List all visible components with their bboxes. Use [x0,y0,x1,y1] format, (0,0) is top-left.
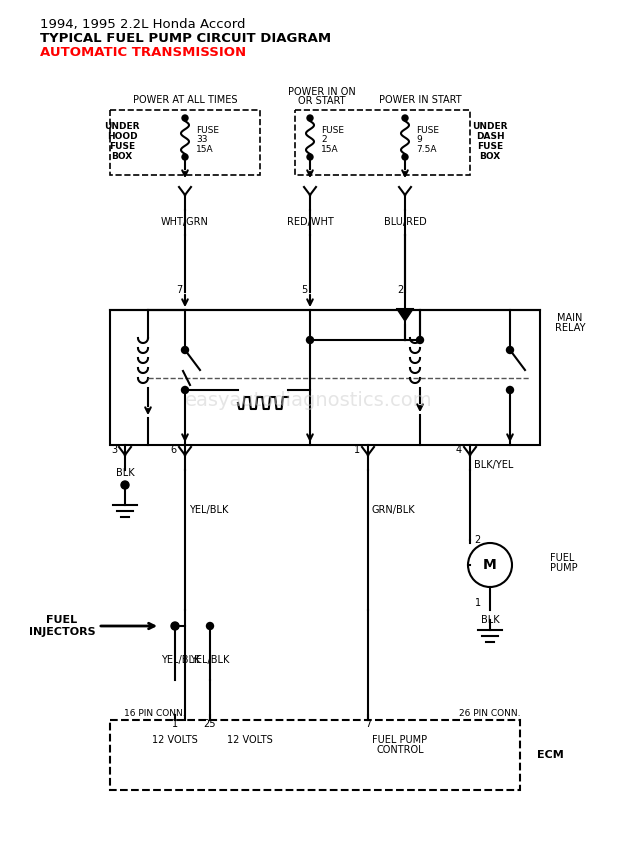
Circle shape [121,481,129,489]
Text: 1: 1 [354,445,360,455]
Text: DASH: DASH [476,132,504,140]
Text: AUTOMATIC TRANSMISSION: AUTOMATIC TRANSMISSION [40,46,246,59]
Circle shape [507,387,514,394]
Circle shape [182,387,188,394]
Text: BLU/RED: BLU/RED [384,217,426,227]
Text: FUEL PUMP: FUEL PUMP [373,735,428,745]
Text: 12 VOLTS: 12 VOLTS [152,735,198,745]
Circle shape [402,154,408,160]
Text: 25: 25 [204,719,216,729]
Text: TYPICAL FUEL PUMP CIRCUIT DIAGRAM: TYPICAL FUEL PUMP CIRCUIT DIAGRAM [40,32,331,45]
Text: 1: 1 [475,598,481,608]
Text: FUSE: FUSE [109,141,135,150]
Text: ECM: ECM [536,750,564,760]
Text: INJECTORS: INJECTORS [28,627,95,637]
Text: BLK: BLK [481,615,499,625]
Text: YEL/BLK: YEL/BLK [161,655,201,665]
Text: UNDER: UNDER [104,122,140,131]
Text: CONTROL: CONTROL [376,745,424,755]
Circle shape [206,622,213,630]
Circle shape [182,115,188,121]
Text: FUEL: FUEL [550,553,574,563]
Circle shape [507,347,514,354]
Circle shape [182,347,188,354]
Text: 7: 7 [176,285,182,295]
Text: PUMP: PUMP [550,563,578,573]
Text: 1: 1 [172,719,178,729]
Text: BLK/YEL: BLK/YEL [474,460,514,470]
Text: FUSE: FUSE [196,126,219,134]
Text: BOX: BOX [111,151,133,161]
Text: 2: 2 [321,134,327,144]
Text: M: M [483,558,497,572]
Text: 16 PIN CONN.: 16 PIN CONN. [124,709,186,717]
Circle shape [402,115,408,121]
Text: POWER AT ALL TIMES: POWER AT ALL TIMES [133,95,237,105]
Text: FUSE: FUSE [321,126,344,134]
Text: GRN/BLK: GRN/BLK [372,505,416,515]
Text: HOOD: HOOD [107,132,137,140]
Text: 2: 2 [474,535,480,545]
Circle shape [307,154,313,160]
Text: BOX: BOX [480,151,501,161]
Circle shape [307,337,313,343]
Text: easyautodiagnostics.com: easyautodiagnostics.com [185,390,433,410]
Circle shape [417,337,423,343]
Text: 15A: 15A [321,144,339,154]
Text: 5: 5 [301,285,307,295]
Text: 2: 2 [398,285,404,295]
Text: 26 PIN CONN.: 26 PIN CONN. [459,709,521,717]
Text: YEL/BLK: YEL/BLK [189,505,229,515]
Text: FUSE: FUSE [416,126,439,134]
Text: WHT/GRN: WHT/GRN [161,217,209,227]
Text: 6: 6 [171,445,177,455]
Circle shape [307,115,313,121]
Text: 7.5A: 7.5A [416,144,436,154]
Text: 15A: 15A [196,144,214,154]
Text: OR START: OR START [298,96,345,106]
Text: FUEL: FUEL [46,615,78,625]
Text: BLK: BLK [116,468,134,478]
Text: 12 VOLTS: 12 VOLTS [227,735,273,745]
Text: 4: 4 [456,445,462,455]
Text: RED/WHT: RED/WHT [287,217,333,227]
Text: YEL/BLK: YEL/BLK [190,655,230,665]
Text: 3: 3 [111,445,117,455]
Text: POWER IN START: POWER IN START [379,95,461,105]
Circle shape [182,154,188,160]
Text: 7: 7 [365,719,371,729]
Text: UNDER: UNDER [472,122,508,131]
Polygon shape [397,309,413,321]
Text: POWER IN ON: POWER IN ON [288,87,356,97]
Text: MAIN: MAIN [557,313,583,323]
Text: 9: 9 [416,134,421,144]
Text: 33: 33 [196,134,208,144]
Text: RELAY: RELAY [555,323,585,333]
Text: 1994, 1995 2.2L Honda Accord: 1994, 1995 2.2L Honda Accord [40,18,245,31]
Circle shape [171,622,179,630]
Text: FUSE: FUSE [477,141,503,150]
